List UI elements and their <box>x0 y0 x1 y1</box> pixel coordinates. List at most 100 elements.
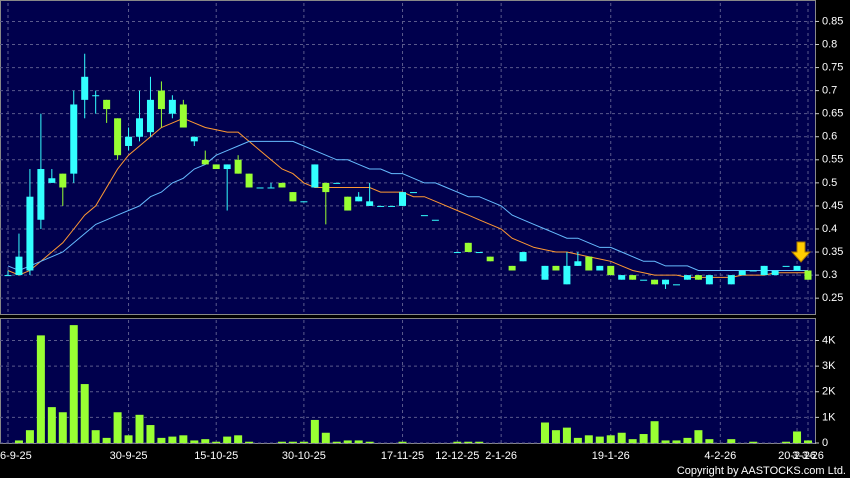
candle-body <box>179 104 187 128</box>
y-tick-label: 0.7 <box>822 85 837 97</box>
volume-bar <box>124 435 133 443</box>
volume-bar <box>288 441 297 443</box>
volume-bar <box>628 439 637 443</box>
plot-layer: 0.25 0.3 0.35 0.4 0.45 0.5 0.55 0.6 0.65 0.7 0.75 0… <box>0 3 843 462</box>
volume-bar <box>661 440 670 443</box>
volume-bar <box>464 441 473 443</box>
x-tick-label: 3-3-26 <box>792 450 824 462</box>
volume-bar <box>398 441 407 443</box>
candle-body <box>453 252 461 254</box>
candle-body <box>333 182 341 184</box>
y-tick-label: 0.6 <box>822 131 837 143</box>
candle-body <box>190 136 198 142</box>
candle-body <box>267 187 275 189</box>
candle-body <box>399 192 407 206</box>
volume-bar <box>595 436 604 443</box>
volume-bar <box>650 421 659 443</box>
volume-bar <box>354 440 363 443</box>
volume-bar <box>475 441 484 443</box>
volume-bar <box>179 435 188 443</box>
candle-body <box>596 265 604 271</box>
candle-body <box>59 173 67 188</box>
volume-bar <box>727 439 736 443</box>
y-tick-label: 0.8 <box>822 38 837 50</box>
volume-bar <box>14 440 23 443</box>
candle-body <box>749 270 757 272</box>
volume-bar <box>453 441 462 443</box>
candle-body <box>103 99 111 110</box>
x-tick-label: 12-12-25 <box>435 450 479 462</box>
price-panel <box>0 0 816 315</box>
volume-bar <box>540 422 549 443</box>
volume-bar <box>157 437 166 443</box>
candle-body <box>212 164 220 170</box>
volume-bar <box>562 427 571 443</box>
candle-body <box>70 104 78 174</box>
candle-body <box>640 279 648 281</box>
candle-body <box>705 275 713 285</box>
candle-body <box>662 279 670 285</box>
y-tick-label: 3K <box>822 360 836 372</box>
x-tick-label: 30-10-25 <box>282 450 326 462</box>
candle-body <box>289 192 297 202</box>
candle-body <box>683 275 691 280</box>
candle-body <box>48 178 56 183</box>
candle-body <box>607 265 615 276</box>
volume-bar <box>705 439 714 443</box>
volume-bar <box>365 441 374 443</box>
y-tick-label: 0.3 <box>822 269 837 281</box>
candle-body <box>377 205 385 207</box>
volume-bar <box>113 412 122 443</box>
candle-body <box>366 201 374 206</box>
candle-body <box>256 187 264 189</box>
marker-arrow <box>790 241 812 263</box>
candle-body <box>355 196 363 202</box>
candle-body <box>727 275 735 285</box>
copyright: Copyright by AASTOCKS.com Ltd. <box>677 465 846 477</box>
x-tick-label: 2-1-26 <box>485 450 517 462</box>
candle-body <box>168 99 176 114</box>
candle-body <box>245 173 253 188</box>
candle-body <box>475 252 483 254</box>
moving-average-line <box>7 140 808 272</box>
candle-body <box>771 270 779 276</box>
candle-body <box>223 164 231 170</box>
candle-body <box>136 118 144 137</box>
volume-bar <box>694 430 703 443</box>
candle-body <box>464 242 472 253</box>
y-tick-label: 0.5 <box>822 177 837 189</box>
candle-body <box>344 196 352 211</box>
volume-bar <box>102 437 111 443</box>
volume-bar <box>749 441 758 443</box>
volume-bar <box>332 441 341 443</box>
candle-body <box>629 275 637 280</box>
x-tick-label: 4-2-26 <box>704 450 736 462</box>
candle-body <box>760 265 768 276</box>
candle-body <box>114 118 122 156</box>
volume-bar <box>551 430 560 443</box>
candle-body <box>234 159 242 174</box>
volume-bar <box>804 440 812 443</box>
volume-bar <box>584 435 593 443</box>
x-tick-label: 30-9-25 <box>110 450 148 462</box>
candle-body <box>157 90 165 110</box>
x-tick-label: 17-11-25 <box>381 450 424 462</box>
candle-body <box>409 192 417 194</box>
volume-bar <box>683 437 692 443</box>
y-tick-label: 0.45 <box>822 200 843 212</box>
y-tick-label: 0.65 <box>822 108 843 120</box>
candle-body <box>26 196 34 271</box>
candle-body <box>388 205 396 207</box>
volume-bar <box>47 407 56 443</box>
volume-bar <box>168 436 177 443</box>
candle-body <box>322 182 330 193</box>
y-tick-label: 0.85 <box>822 15 843 27</box>
candle-body <box>146 99 154 133</box>
candle-body <box>92 95 100 97</box>
candle-body <box>618 275 626 280</box>
candle-body <box>672 284 680 286</box>
volume-bar <box>25 430 34 443</box>
volume-bar <box>80 384 89 443</box>
y-tick-label: 0.25 <box>822 292 843 304</box>
